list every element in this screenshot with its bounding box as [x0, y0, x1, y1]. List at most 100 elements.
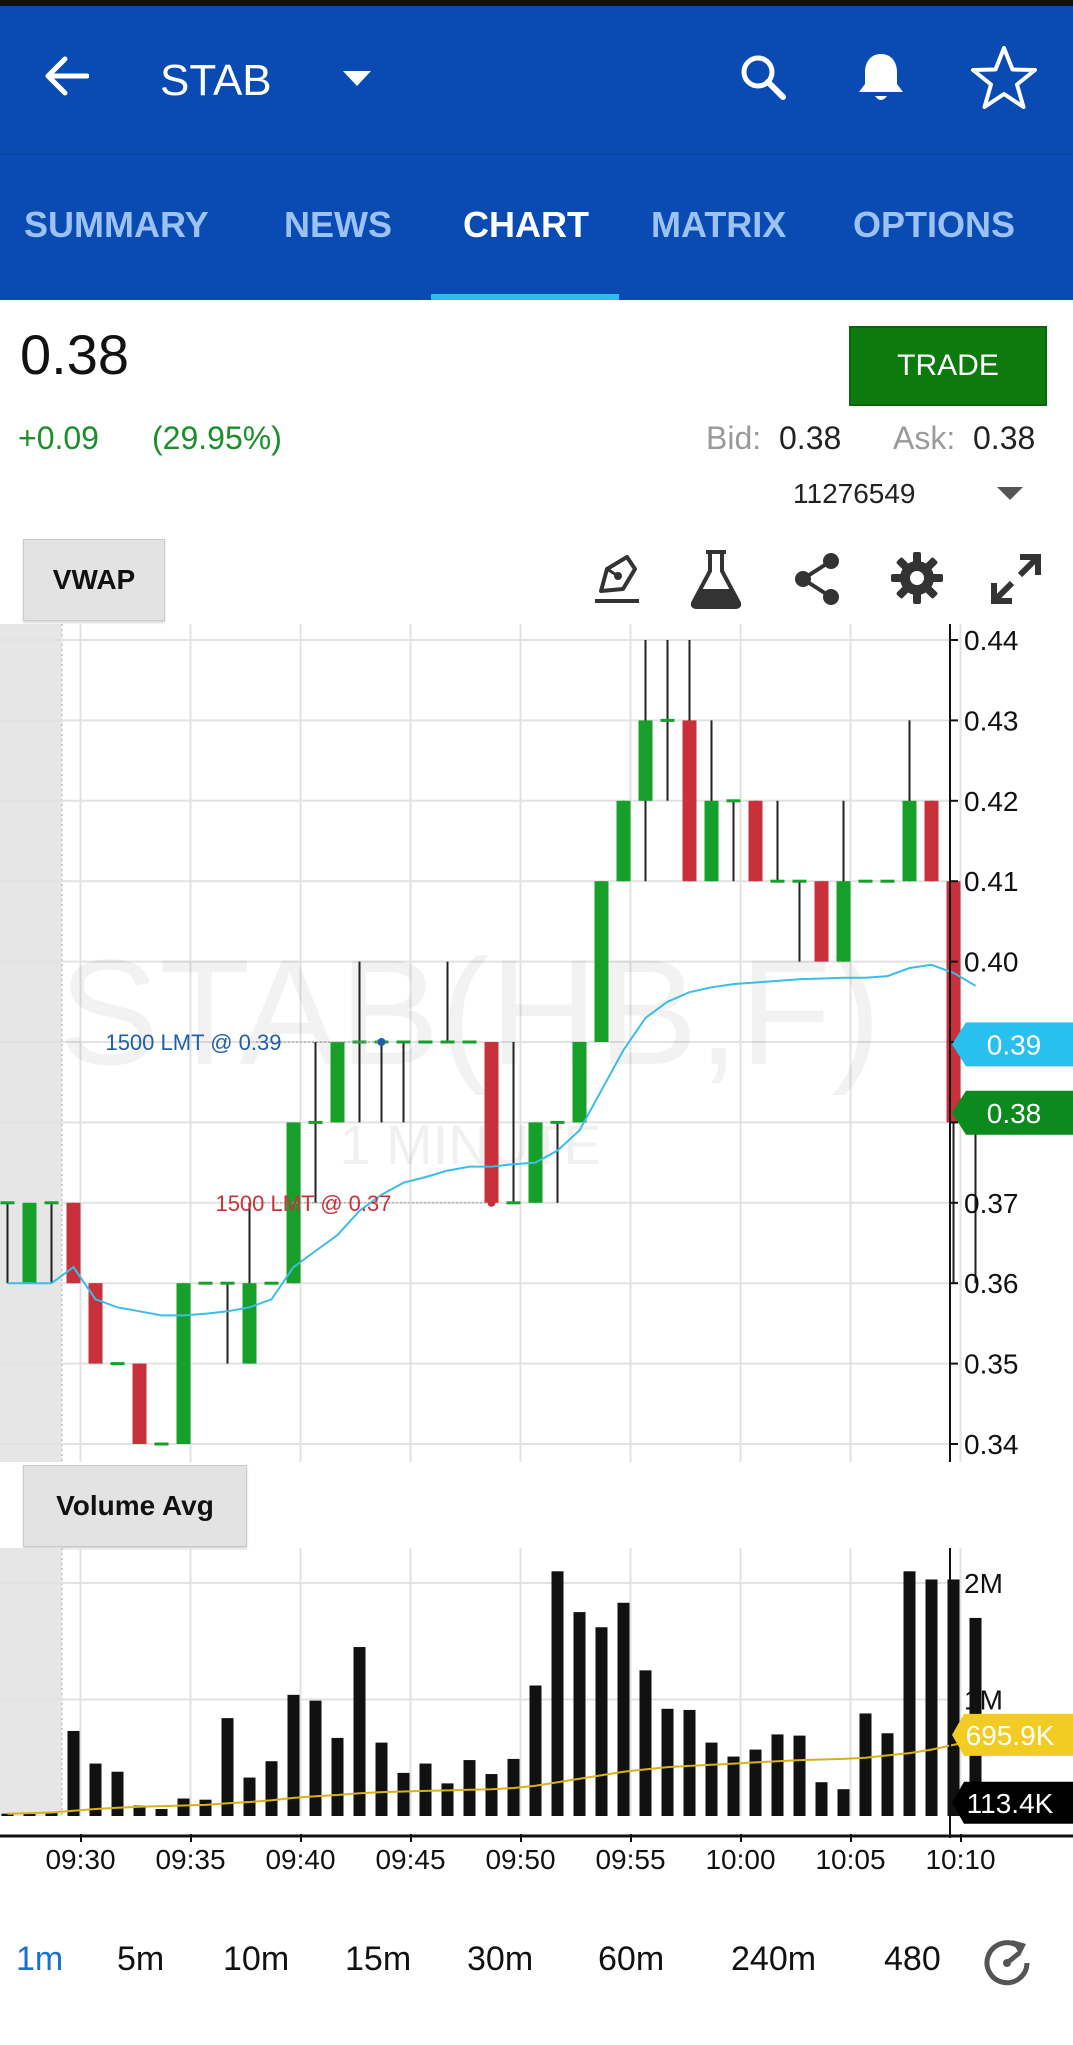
price-tick-label: 0.37: [964, 1188, 1019, 1219]
volume-bar: [639, 1670, 652, 1816]
candle-body: [902, 800, 917, 882]
candle-body: [836, 881, 851, 962]
volume-bar: [397, 1772, 410, 1816]
search-icon: [741, 55, 786, 100]
share-icon: [795, 553, 839, 605]
vwap-study-chip[interactable]: VWAP: [23, 539, 165, 621]
volume-bar: [89, 1763, 102, 1816]
timeframe-240m[interactable]: 240m: [731, 1940, 817, 1978]
timeframe-480m[interactable]: 480: [884, 1940, 941, 1978]
volume-bar: [793, 1735, 806, 1816]
time-tick-label: 09:45: [375, 1844, 446, 1875]
candle-body: [572, 1042, 587, 1123]
search-button[interactable]: [730, 44, 796, 110]
refresh-speed-icon: [984, 1940, 1030, 1986]
back-button[interactable]: [30, 40, 102, 112]
tab-matrix[interactable]: MATRIX: [651, 204, 787, 245]
time-tick: [849, 1834, 852, 1842]
timeframe-30m[interactable]: 30m: [467, 1940, 534, 1978]
tab-summary[interactable]: SUMMARY: [24, 204, 209, 245]
timeframe-5m[interactable]: 5m: [117, 1940, 165, 1978]
tab-bar: [0, 154, 1073, 300]
account-number[interactable]: 11276549: [793, 478, 916, 509]
time-tick-label: 10:10: [925, 1844, 996, 1875]
tab-news[interactable]: NEWS: [284, 204, 392, 245]
volume-average-line: [7, 1739, 976, 1815]
ticker-dropdown-button[interactable]: [334, 56, 380, 102]
vwap-line: [7, 963, 977, 1317]
volume-tag-label: 695.9K: [966, 1720, 1055, 1751]
candle-body: [682, 720, 697, 882]
volume-bar: [463, 1760, 476, 1816]
volume-bar: [419, 1763, 432, 1816]
volume-bar: [661, 1708, 674, 1816]
trade-button[interactable]: TRADE: [849, 326, 1047, 406]
volume-bar: [727, 1756, 740, 1816]
chart-watermark: STAB(HB,F): [59, 928, 881, 1096]
candle-body: [704, 800, 719, 882]
bid-label-text: Bid:: [706, 420, 762, 456]
time-tick-label: 09:55: [595, 1844, 666, 1875]
flask-icon: [690, 550, 742, 609]
ticker-symbol[interactable]: STAB: [160, 56, 272, 105]
volume-tag-shape: [952, 1713, 1073, 1756]
refresh-button[interactable]: [974, 1932, 1040, 1994]
volume-bar: [243, 1777, 256, 1816]
volume-bar: [353, 1647, 366, 1816]
volume-bar: [67, 1730, 80, 1816]
time-tick: [409, 1834, 412, 1842]
candle-body: [616, 800, 631, 882]
last-price: 0.38: [20, 323, 129, 386]
timeframe-1m[interactable]: 1m: [16, 1940, 64, 1978]
candle-body: [176, 1283, 191, 1444]
volume-tag-shape: [952, 1781, 1073, 1824]
volume-bar: [375, 1742, 388, 1816]
time-tick-label: 10:05: [815, 1844, 886, 1875]
candle-body: [66, 1202, 81, 1284]
volume-chart[interactable]: 2M 1M 695.9K 113.4K: [0, 1548, 1073, 1838]
volume-bar: [111, 1771, 124, 1816]
status-bar: [0, 0, 1073, 6]
price-tag: 0.39: [952, 1022, 1073, 1067]
account-dropdown-button[interactable]: [990, 478, 1030, 510]
volume-bar: [771, 1734, 784, 1816]
timeframe-60m[interactable]: 60m: [598, 1940, 665, 1978]
bid-value: 0.38: [779, 420, 842, 456]
favorite-button[interactable]: [964, 42, 1044, 114]
candle-body: [484, 1042, 499, 1203]
time-tick-label: 10:00: [705, 1844, 776, 1875]
pre-market-shading: [0, 1548, 62, 1816]
time-tick-label: 09:35: [155, 1844, 226, 1875]
timeframe-15m[interactable]: 15m: [345, 1940, 412, 1978]
share-button[interactable]: [788, 548, 846, 610]
candle-body: [748, 800, 763, 882]
volume-bar: [265, 1761, 278, 1816]
volume-bar: [859, 1713, 872, 1816]
volume-bar: [45, 1812, 58, 1816]
chart-settings-button[interactable]: [886, 546, 948, 610]
tab-chart[interactable]: CHART: [463, 204, 589, 245]
alerts-button[interactable]: [848, 44, 914, 110]
draw-button[interactable]: [588, 548, 646, 612]
studies-button[interactable]: [686, 546, 746, 612]
candle-body: [242, 1283, 257, 1364]
tab-options[interactable]: OPTIONS: [853, 204, 1016, 245]
price-tick-label: 0.41: [964, 866, 1019, 897]
price-tag-shape: [952, 1090, 1073, 1135]
order-label: 1500 LMT @ 0.37: [215, 1191, 391, 1216]
candle-body: [924, 800, 939, 882]
expand-chart-button[interactable]: [986, 548, 1046, 610]
volume-bar: [23, 1812, 36, 1816]
volume-study-chip[interactable]: Volume Avg: [23, 1465, 247, 1547]
order-marker: [487, 1198, 496, 1207]
volume-tag: 695.9K: [952, 1713, 1073, 1756]
bell-icon: [859, 54, 903, 100]
volume-bar: [925, 1579, 938, 1816]
volume-bar: [133, 1805, 146, 1816]
timeframe-10m[interactable]: 10m: [223, 1940, 290, 1978]
candle-body: [330, 1042, 345, 1123]
price-tag: 0.38: [952, 1090, 1073, 1135]
time-tick: [629, 1834, 632, 1842]
volume-bar: [1, 1813, 14, 1816]
